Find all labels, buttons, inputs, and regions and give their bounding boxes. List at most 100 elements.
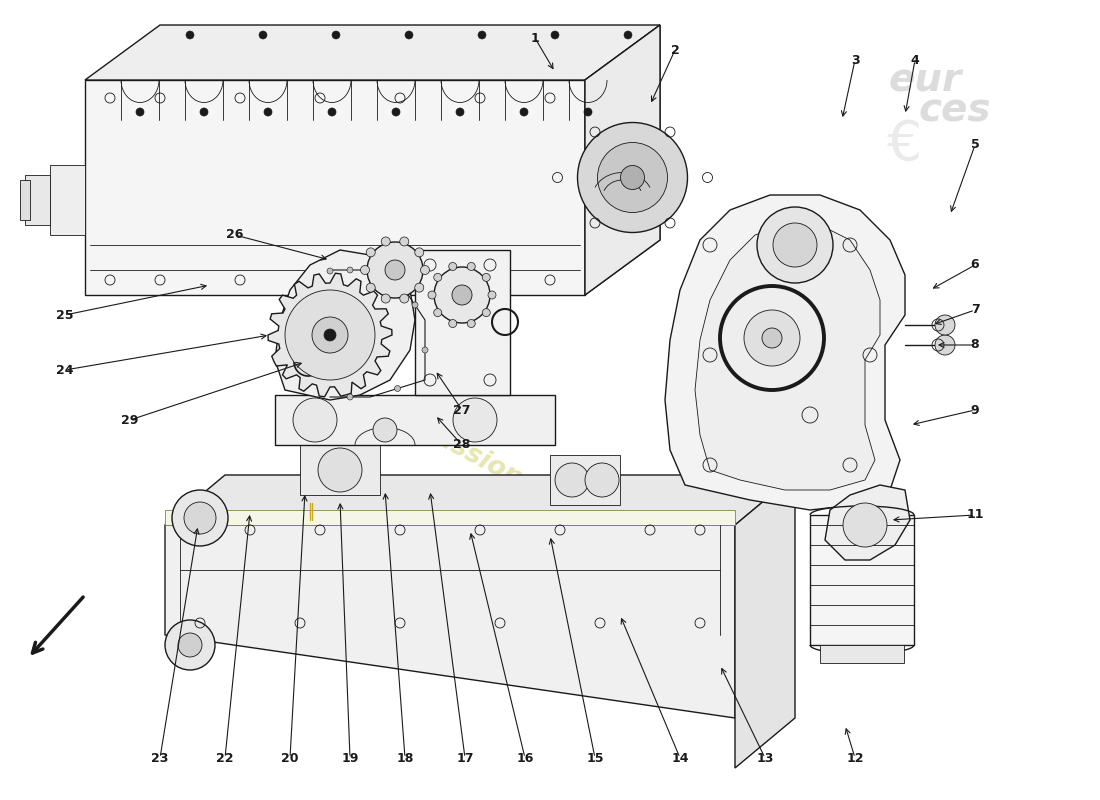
Circle shape [385,277,390,283]
Text: 3: 3 [850,54,859,66]
Text: 11: 11 [966,509,983,522]
Text: eur: eur [889,61,961,99]
Text: a passion for parts: a passion for parts [390,403,650,557]
Circle shape [332,31,340,39]
Text: 5: 5 [970,138,979,151]
Circle shape [165,620,214,670]
Text: ces: ces [918,91,991,129]
Circle shape [551,31,559,39]
Text: 29: 29 [121,414,139,426]
Polygon shape [165,475,795,525]
Circle shape [136,108,144,116]
Circle shape [449,319,456,327]
Circle shape [285,290,375,380]
Polygon shape [25,175,50,225]
Circle shape [762,328,782,348]
Text: 8: 8 [970,338,979,351]
Circle shape [172,490,228,546]
Text: 1: 1 [530,31,539,45]
Circle shape [399,294,409,303]
Polygon shape [165,525,735,718]
Text: 15: 15 [586,751,604,765]
Circle shape [468,319,475,327]
Text: 22: 22 [217,751,233,765]
Circle shape [428,291,436,299]
Polygon shape [165,510,735,525]
Text: 27: 27 [453,403,471,417]
Circle shape [453,398,497,442]
Circle shape [415,283,424,292]
Circle shape [449,262,456,270]
Circle shape [184,502,216,534]
Circle shape [186,31,194,39]
Polygon shape [268,274,392,397]
Circle shape [366,283,375,292]
Circle shape [422,347,428,353]
Text: 25: 25 [56,309,74,322]
Circle shape [367,242,424,298]
Text: 1985: 1985 [612,536,689,594]
Polygon shape [50,165,85,235]
Text: 13: 13 [757,751,773,765]
Circle shape [200,108,208,116]
Circle shape [488,291,496,299]
Circle shape [556,463,588,497]
Circle shape [456,108,464,116]
Polygon shape [695,225,880,490]
Circle shape [434,267,490,323]
Text: €: € [888,118,923,172]
Polygon shape [85,25,660,80]
Text: 9: 9 [970,403,979,417]
Circle shape [624,31,632,39]
Polygon shape [85,80,585,295]
Circle shape [346,394,353,400]
Circle shape [433,309,442,317]
Text: 2: 2 [671,43,680,57]
Text: 12: 12 [846,751,864,765]
Text: 17: 17 [456,751,474,765]
Circle shape [585,463,619,497]
Circle shape [405,31,412,39]
Polygon shape [585,25,660,295]
Polygon shape [415,250,510,395]
Circle shape [773,223,817,267]
Circle shape [412,302,418,308]
Circle shape [420,266,429,274]
Circle shape [178,633,202,657]
Circle shape [346,267,353,273]
Circle shape [392,108,400,116]
Polygon shape [825,485,910,560]
Circle shape [373,418,397,442]
Text: 18: 18 [396,751,414,765]
Circle shape [366,248,375,257]
Circle shape [478,31,486,39]
Circle shape [744,310,800,366]
Circle shape [757,207,833,283]
Circle shape [318,448,362,492]
Polygon shape [666,195,905,510]
Polygon shape [735,475,795,768]
Text: 19: 19 [341,751,359,765]
Circle shape [264,108,272,116]
Circle shape [452,285,472,305]
Text: 20: 20 [282,751,299,765]
Circle shape [597,142,668,213]
Circle shape [327,268,333,274]
Circle shape [935,335,955,355]
Text: 7: 7 [970,303,979,317]
Circle shape [293,398,337,442]
Polygon shape [585,25,660,295]
Circle shape [382,237,390,246]
Text: 23: 23 [152,751,168,765]
Circle shape [584,108,592,116]
Circle shape [482,309,491,317]
Circle shape [361,266,370,274]
Circle shape [395,386,400,391]
Text: 28: 28 [453,438,471,451]
Polygon shape [275,395,556,445]
Circle shape [468,262,475,270]
Circle shape [482,274,491,282]
Text: 6: 6 [970,258,979,271]
Circle shape [382,294,390,303]
Polygon shape [20,180,30,220]
